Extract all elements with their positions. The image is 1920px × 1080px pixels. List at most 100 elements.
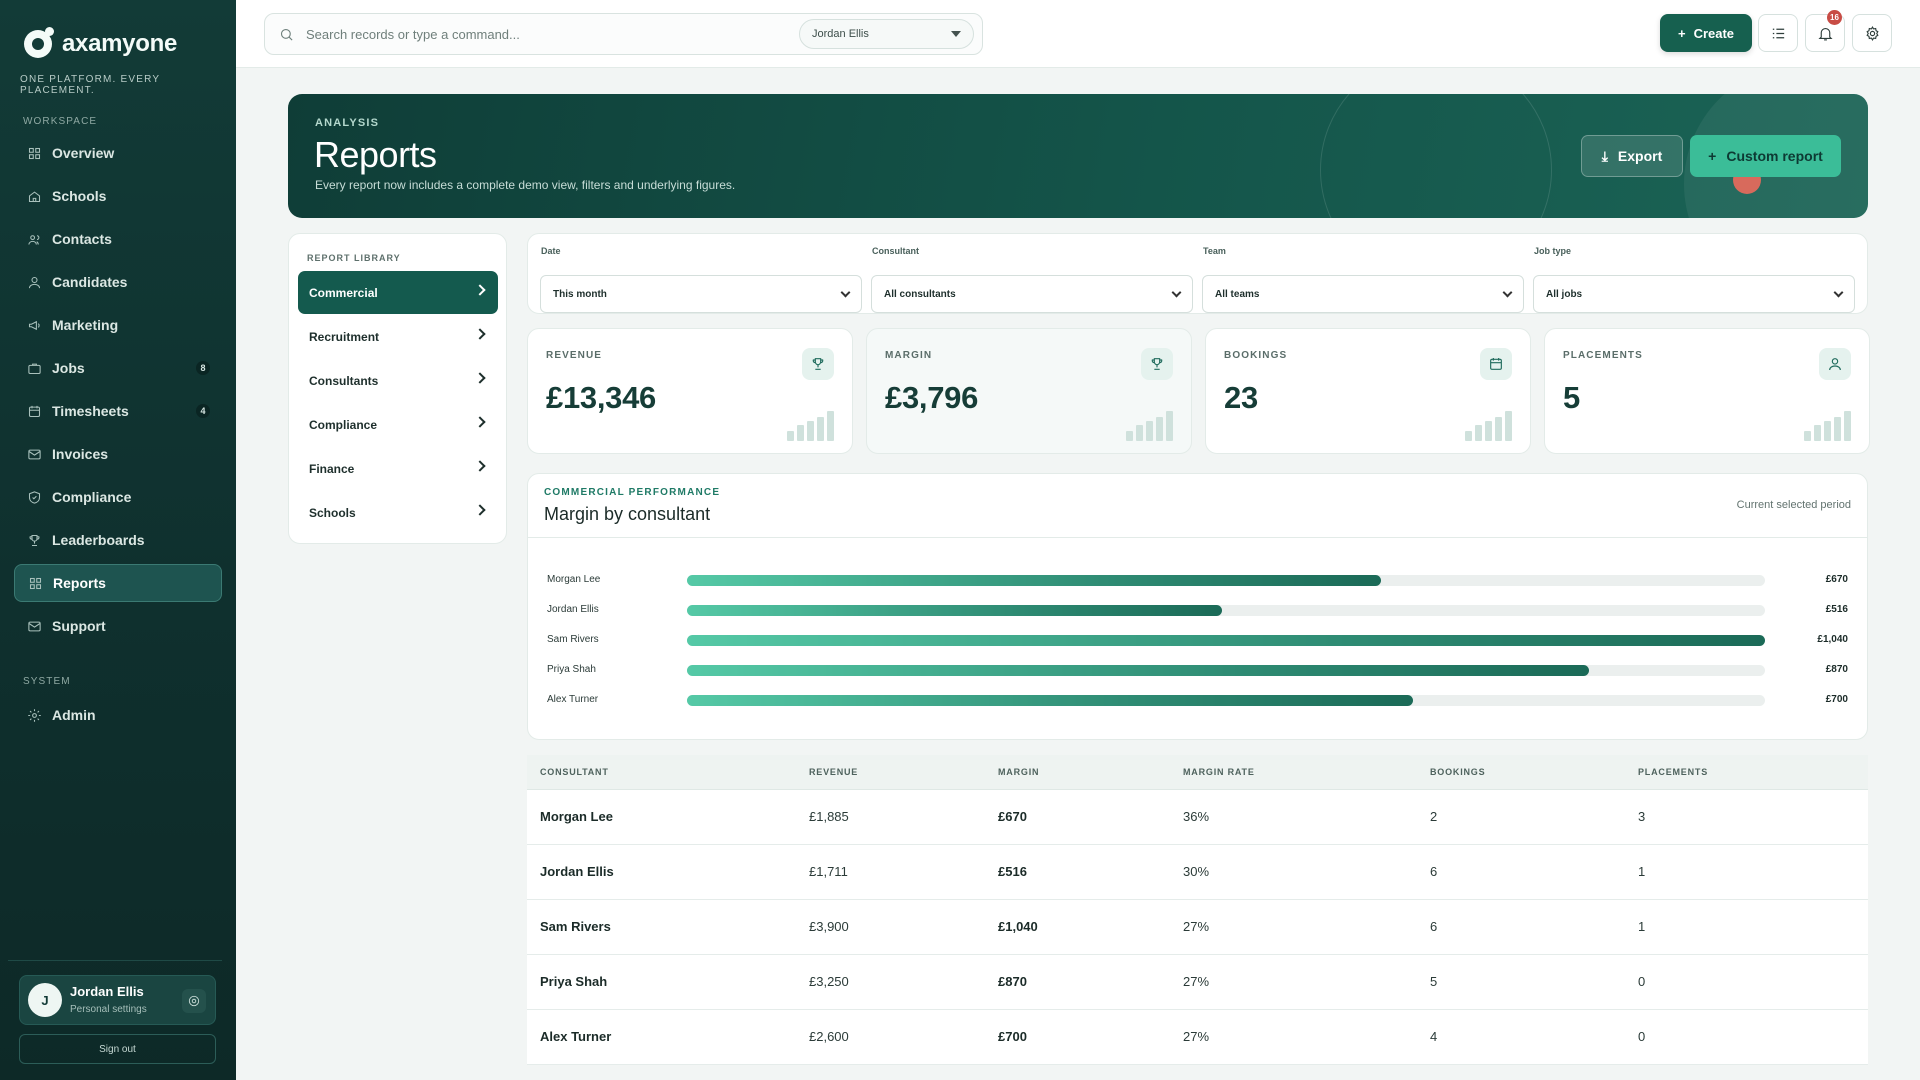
bar-label: Alex Turner bbox=[547, 694, 599, 705]
sidebar-item-reports[interactable]: Reports bbox=[14, 564, 222, 602]
report-item-recruitment[interactable]: Recruitment bbox=[298, 315, 498, 358]
hero-kicker: ANALYSIS bbox=[315, 117, 380, 129]
filter-label: Team bbox=[1203, 246, 1226, 256]
bar-row: Morgan Lee £670 bbox=[528, 570, 1867, 590]
table-cell: £3,250 bbox=[809, 974, 849, 989]
home-icon bbox=[26, 188, 42, 204]
sidebar-item-support[interactable]: Support bbox=[14, 607, 222, 645]
create-button[interactable]: + Create bbox=[1660, 14, 1752, 52]
download-icon: ⤓ bbox=[1601, 147, 1608, 164]
column-header[interactable]: CONSULTANT bbox=[540, 767, 609, 777]
briefcase-icon bbox=[26, 360, 42, 376]
bar bbox=[687, 695, 1413, 706]
bar-label: Priya Shah bbox=[547, 664, 596, 675]
stat-label: MARGIN bbox=[885, 350, 933, 361]
table-cell: £1,885 bbox=[809, 809, 849, 824]
search-input[interactable] bbox=[306, 26, 786, 42]
column-header[interactable]: MARGIN bbox=[998, 767, 1040, 777]
chevron-right-icon bbox=[474, 504, 486, 516]
table-cell: 30% bbox=[1183, 864, 1210, 879]
filter-select[interactable]: All teams bbox=[1202, 275, 1524, 313]
grid-icon bbox=[26, 145, 42, 161]
sidebar-item-contacts[interactable]: Contacts bbox=[14, 220, 222, 258]
task-list-button[interactable] bbox=[1758, 14, 1798, 52]
report-item-finance[interactable]: Finance bbox=[298, 447, 498, 490]
brand-logo[interactable]: axamyone bbox=[24, 27, 177, 58]
filter-value: All jobs bbox=[1546, 288, 1583, 300]
column-header[interactable]: PLACEMENTS bbox=[1638, 767, 1709, 777]
bar-track bbox=[687, 635, 1765, 646]
gear-icon bbox=[26, 707, 42, 723]
table-cell: £1,040 bbox=[998, 919, 1038, 934]
system-label: SYSTEM bbox=[23, 676, 71, 687]
column-header[interactable]: MARGIN RATE bbox=[1183, 767, 1255, 777]
stat-value: 23 bbox=[1224, 380, 1258, 415]
bar-value-label: £700 bbox=[1825, 694, 1848, 705]
table-cell: 27% bbox=[1183, 919, 1210, 934]
user-card[interactable]: J Jordan Ellis Personal settings bbox=[19, 975, 216, 1025]
table-row[interactable]: Sam Rivers £3,900 £1,040 27% 6 1 bbox=[527, 900, 1868, 955]
report-item-commercial[interactable]: Commercial bbox=[298, 271, 498, 314]
table-cell: 1 bbox=[1638, 864, 1646, 879]
gear-icon bbox=[1865, 25, 1879, 41]
filter-label: Job type bbox=[1534, 246, 1572, 256]
report-item-schools[interactable]: Schools bbox=[298, 491, 498, 534]
chevron-right-icon bbox=[474, 460, 486, 472]
column-header[interactable]: REVENUE bbox=[809, 767, 859, 777]
settings-button[interactable] bbox=[1852, 14, 1892, 52]
filter-value: All teams bbox=[1215, 288, 1260, 300]
sidebar-item-compliance[interactable]: Compliance bbox=[14, 478, 222, 516]
stat-value: £13,346 bbox=[546, 380, 656, 415]
sidebar-divider bbox=[8, 960, 222, 961]
filter-select[interactable]: All consultants bbox=[871, 275, 1193, 313]
table-cell: Jordan Ellis bbox=[540, 864, 614, 879]
report-item-label: Commercial bbox=[309, 285, 378, 300]
stat-card-placements: PLACEMENTS 5 bbox=[1544, 328, 1870, 454]
logo-icon bbox=[24, 27, 54, 58]
stat-card-revenue: REVENUE £13,346 bbox=[527, 328, 853, 454]
sidebar-item-invoices[interactable]: Invoices bbox=[14, 435, 222, 473]
chevron-down-icon bbox=[1502, 287, 1513, 298]
user-settings-button[interactable] bbox=[182, 989, 206, 1013]
sidebar-item-candidates[interactable]: Candidates bbox=[14, 263, 222, 301]
sidebar-item-admin[interactable]: Admin bbox=[14, 696, 222, 734]
bar-track bbox=[687, 575, 1765, 586]
filter-select[interactable]: All jobs bbox=[1533, 275, 1855, 313]
report-item-compliance[interactable]: Compliance bbox=[298, 403, 498, 446]
table-row[interactable]: Alex Turner £2,600 £700 27% 4 0 bbox=[527, 1010, 1868, 1065]
list-icon bbox=[1772, 28, 1784, 38]
sign-out-button[interactable]: Sign out bbox=[19, 1034, 216, 1064]
sidebar-item-label: Leaderboards bbox=[52, 532, 145, 548]
table-cell: 0 bbox=[1638, 974, 1646, 989]
filter-select[interactable]: This month bbox=[540, 275, 862, 313]
sidebar-item-schools[interactable]: Schools bbox=[14, 177, 222, 215]
sidebar-item-leaderboards[interactable]: Leaderboards bbox=[14, 521, 222, 559]
report-library-title: REPORT LIBRARY bbox=[307, 253, 401, 263]
sidebar-item-timesheets[interactable]: Timesheets 4 bbox=[14, 392, 222, 430]
table-row[interactable]: Priya Shah £3,250 £870 27% 5 0 bbox=[527, 955, 1868, 1010]
table-row[interactable]: Morgan Lee £1,885 £670 36% 2 3 bbox=[527, 790, 1868, 845]
sidebar-item-marketing[interactable]: Marketing bbox=[14, 306, 222, 344]
notifications-button[interactable]: 16 bbox=[1805, 10, 1845, 52]
user-icon bbox=[1819, 348, 1851, 380]
chart-period: Current selected period bbox=[1736, 499, 1851, 511]
topbar: Jordan Ellis + Create 16 bbox=[236, 0, 1920, 68]
bar-label: Sam Rivers bbox=[547, 634, 599, 645]
sidebar-item-label: Reports bbox=[53, 575, 106, 591]
sidebar-item-jobs[interactable]: Jobs 8 bbox=[14, 349, 222, 387]
column-header[interactable]: BOOKINGS bbox=[1430, 767, 1486, 777]
export-button[interactable]: ⤓ Export bbox=[1581, 135, 1683, 177]
bar bbox=[687, 665, 1589, 676]
table-cell: 0 bbox=[1638, 1029, 1646, 1044]
table-row[interactable]: Jordan Ellis £1,711 £516 30% 6 1 bbox=[527, 845, 1868, 900]
consultant-table: CONSULTANT REVENUE MARGIN MARGIN RATE BOOKIN… bbox=[527, 755, 1868, 1065]
user-select[interactable]: Jordan Ellis bbox=[799, 19, 974, 49]
report-item-consultants[interactable]: Consultants bbox=[298, 359, 498, 402]
sidebar-item-overview[interactable]: Overview bbox=[14, 134, 222, 172]
workspace-label: WORKSPACE bbox=[23, 116, 98, 127]
sidebar-item-label: Contacts bbox=[52, 231, 112, 247]
custom-report-button[interactable]: + Custom report bbox=[1690, 135, 1841, 177]
sidebar-item-label: Marketing bbox=[52, 317, 119, 333]
search-bar[interactable]: Jordan Ellis bbox=[264, 13, 983, 55]
divider bbox=[528, 537, 1867, 538]
